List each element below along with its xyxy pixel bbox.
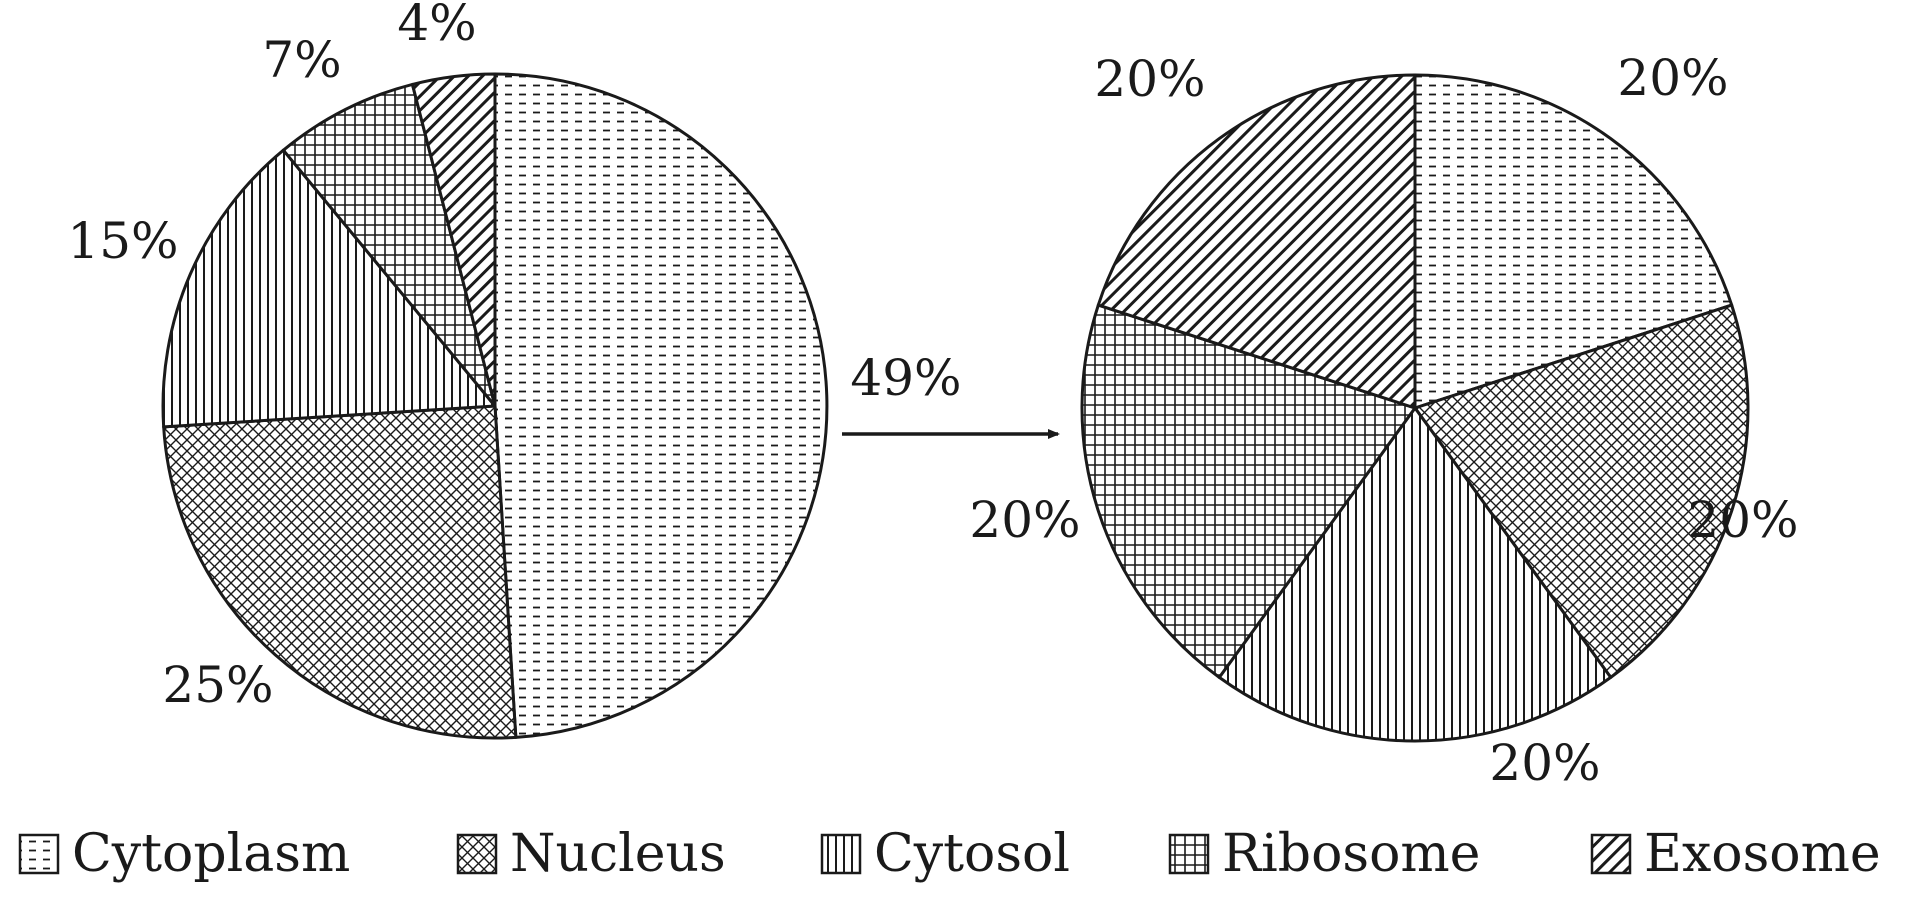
legend-item-nucleus: Nucleus — [456, 824, 726, 884]
legend-item-cytoplasm: Cytoplasm — [18, 824, 350, 884]
data-label-after-ribosome: 20% — [969, 491, 1080, 549]
legend-label-cytoplasm: Cytoplasm — [72, 824, 350, 884]
pie-slice-after-exosome — [1096, 73, 1417, 410]
legend-swatch-ribosome — [1168, 833, 1210, 875]
legend: Cytoplasm Nucleus Cytosol Ribosome Exosome — [18, 824, 1881, 884]
pie-slice-after-cytoplasm — [1413, 73, 1734, 410]
pie-slice-before-ribosome — [281, 82, 497, 408]
data-label-after-nucleus: 20% — [1687, 491, 1798, 549]
legend-label-exosome: Exosome — [1644, 824, 1881, 884]
pie-slice-after-cytosol — [1217, 406, 1613, 743]
legend-item-exosome: Exosome — [1590, 824, 1881, 884]
legend-swatch-cytosol — [820, 833, 862, 875]
pie-slice-after-nucleus — [1413, 303, 1750, 679]
legend-swatch-nucleus — [456, 833, 498, 875]
data-label-before-cytoplasm: 49% — [850, 349, 961, 407]
data-label-after-exosome: 20% — [1094, 50, 1205, 108]
data-label-before-ribosome: 7% — [262, 31, 341, 89]
legend-swatch-exosome — [1590, 833, 1632, 875]
legend-label-nucleus: Nucleus — [510, 824, 726, 884]
legend-item-cytosol: Cytosol — [820, 824, 1070, 884]
legend-swatch-cytoplasm — [18, 833, 60, 875]
pie-slice-before-exosome — [410, 72, 497, 408]
data-label-after-cytoplasm: 20% — [1617, 49, 1728, 107]
pie-slice-before-nucleus — [162, 404, 518, 740]
data-label-before-exosome: 4% — [397, 0, 476, 52]
pie-chart-after: 20% 20% 20% 20% 20% — [969, 49, 1798, 792]
data-label-before-cytosol: 15% — [67, 212, 178, 270]
legend-item-ribosome: Ribosome — [1168, 824, 1480, 884]
pie-slice-after-ribosome — [1080, 303, 1417, 679]
pie-chart-before: 49% 25% 15% 7% 4% — [67, 0, 962, 740]
legend-label-cytosol: Cytosol — [874, 824, 1070, 884]
pie-slice-before-cytoplasm — [493, 72, 829, 739]
pie-slice-before-cytosol — [161, 148, 497, 429]
data-label-before-nucleus: 25% — [162, 656, 273, 714]
data-label-after-cytosol: 20% — [1489, 734, 1600, 792]
legend-label-ribosome: Ribosome — [1222, 824, 1480, 884]
